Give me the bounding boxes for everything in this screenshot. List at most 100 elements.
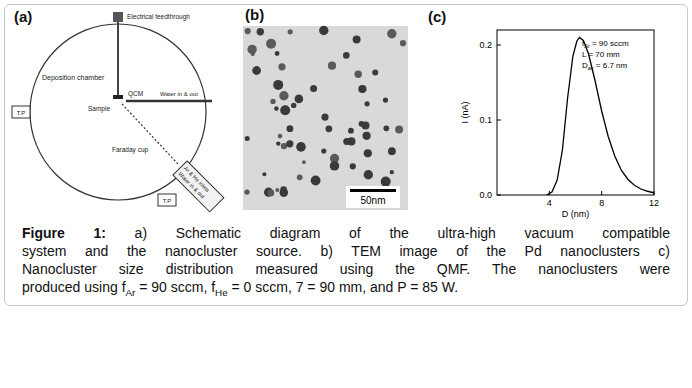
sample-holder <box>113 95 123 99</box>
caption-text: Figure 1: <box>22 225 106 241</box>
nanocluster <box>302 160 306 164</box>
nanocluster <box>387 29 396 38</box>
nanocluster <box>291 103 296 108</box>
nanocluster <box>287 125 294 132</box>
y-tick <box>497 120 501 121</box>
nanocluster <box>286 140 293 147</box>
schematic-label: QCM <box>128 90 143 98</box>
caption-text: = 0 sccm, 7 = 90 mm, and P = 85 W. <box>228 279 458 295</box>
schematic-label: Water in & out <box>160 91 198 97</box>
plot-frame <box>497 30 654 195</box>
y-tick <box>497 195 501 196</box>
nanocluster <box>279 91 288 100</box>
nanocluster <box>280 105 290 115</box>
source-tube <box>173 161 224 212</box>
nanocluster <box>321 114 328 121</box>
nanocluster <box>365 101 370 106</box>
beam-path <box>122 104 178 164</box>
nanocluster <box>348 128 354 134</box>
schematic-label: Sample <box>88 105 110 113</box>
nanocluster <box>400 40 406 46</box>
annotation-text: = 6.7 nm <box>594 61 628 70</box>
feedthrough <box>113 12 123 22</box>
rod <box>117 22 119 95</box>
source: Ar & He inletsWater in & out <box>173 161 224 212</box>
schematic-label: Deposition chamber <box>42 74 105 82</box>
caption-text: produced using f <box>22 279 126 295</box>
nanocluster <box>326 125 333 132</box>
nanocluster <box>372 70 378 76</box>
nanocluster <box>310 85 317 92</box>
nanocluster <box>311 176 321 186</box>
nanocluster <box>273 80 283 90</box>
nanocluster <box>395 126 403 134</box>
nanocluster <box>381 177 391 187</box>
nanocluster <box>274 106 279 111</box>
nanocluster <box>262 172 266 176</box>
nanocluster <box>276 141 280 145</box>
nanocluster <box>297 174 303 180</box>
y-tick <box>497 45 501 46</box>
y-tick-label: 0.0 <box>479 190 492 200</box>
nanocluster <box>388 147 396 155</box>
nanocluster <box>245 136 250 141</box>
tem-background <box>243 26 408 210</box>
plot-area <box>547 38 654 196</box>
nanocluster <box>244 189 249 194</box>
panel-label: (a) <box>14 8 32 25</box>
nanocluster <box>350 163 356 169</box>
nanocluster <box>362 122 370 130</box>
annotation-text: = 90 sccm <box>590 39 629 48</box>
nanocluster <box>321 148 326 153</box>
caption-line: produced using fAr = 90 sccm, fHe = 0 sc… <box>22 278 670 296</box>
caption-subscript: He <box>215 287 228 298</box>
nanocluster <box>383 125 389 131</box>
y-tick-label: 0.2 <box>479 40 492 50</box>
scale-bar <box>350 189 396 192</box>
nanocluster <box>251 52 255 56</box>
x-tick-label: 8 <box>599 198 604 208</box>
caption: Figure 1: a) Schematic diagram of the ul… <box>22 224 670 296</box>
nanocluster <box>245 28 251 34</box>
chart: 48120.00.10.2D (nm)I (nA)fAr = 90 sccmL … <box>460 30 659 219</box>
nanocluster <box>295 95 304 104</box>
caption-text: system and the nanocluster source. b) TE… <box>22 243 670 259</box>
qcm-arm <box>126 100 212 103</box>
size-distribution-line <box>547 38 654 196</box>
nanocluster <box>288 29 293 34</box>
nanocluster <box>355 71 362 78</box>
schematic-label: Electrical feedthrough <box>127 13 190 21</box>
nanocluster <box>364 170 373 179</box>
scale-bar-label: 50nm <box>360 195 385 206</box>
nanocluster <box>268 190 275 197</box>
nanocluster <box>257 28 264 35</box>
annotation-text: L = 70 mm <box>582 50 620 59</box>
x-tick <box>601 191 602 195</box>
annotation: L = 70 mm <box>582 50 620 59</box>
schematic-label: Water in & out <box>177 171 206 200</box>
panel-label: (c) <box>428 8 446 25</box>
schematic-label: T.P <box>163 198 172 204</box>
tem-image: 50nm <box>243 26 408 210</box>
nanocluster <box>319 26 328 35</box>
nanocluster <box>275 51 280 56</box>
nanocluster <box>266 39 276 49</box>
caption-line: Nanocluster size distribution measured u… <box>22 260 670 278</box>
nanocluster <box>358 85 366 93</box>
x-axis-title: D (nm) <box>562 209 590 219</box>
panel-label: (b) <box>245 6 264 23</box>
nanocluster <box>363 132 371 140</box>
nanocluster <box>347 137 355 145</box>
nanocluster <box>330 161 340 171</box>
nanocluster <box>343 52 350 59</box>
nanocluster <box>296 142 306 152</box>
caption-line: Figure 1: a) Schematic diagram of the ul… <box>22 224 670 242</box>
caption-subscript: Ar <box>126 287 136 298</box>
caption-text: Nanocluster size distribution measured u… <box>22 261 670 277</box>
caption-text: = 90 sccm, f <box>135 279 215 295</box>
x-tick-label: 4 <box>547 198 552 208</box>
caption-line: system and the nanocluster source. b) TE… <box>22 242 670 260</box>
annotation: Dav = 6.7 nm <box>582 61 628 71</box>
y-axis-title: I (nA) <box>460 101 470 123</box>
pump-box <box>158 194 176 206</box>
